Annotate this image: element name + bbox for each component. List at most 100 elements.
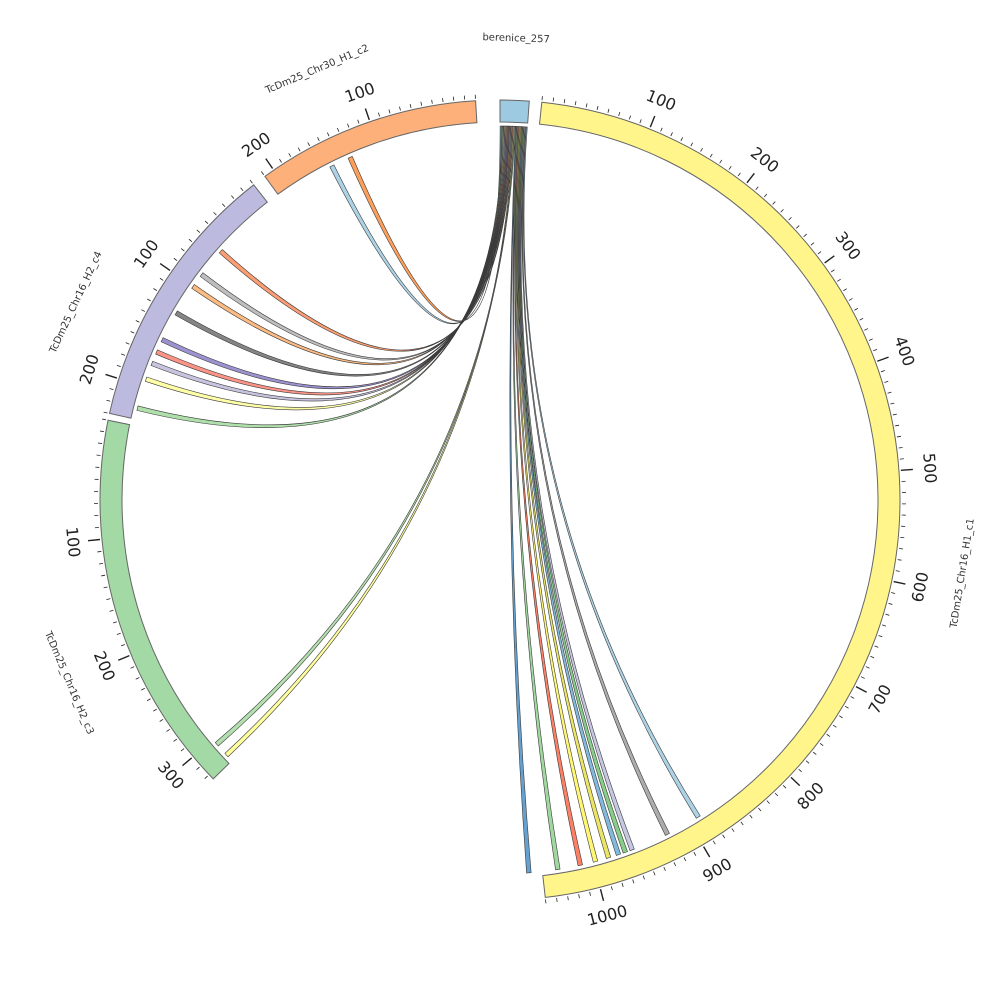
minor-tick [895,424,900,427]
minor-tick [719,159,723,164]
chord-link [516,126,612,859]
chord-link [522,126,701,819]
minor-tick [888,603,893,605]
axis-ticks [87,94,913,904]
minor-tick [890,402,895,405]
minor-tick [642,875,645,880]
chromosome-segments [99,99,901,898]
minor-tick [621,882,624,887]
minor-tick [805,760,810,764]
minor-tick [839,715,843,719]
minor-tick [125,342,130,345]
minor-tick [878,635,883,638]
minor-tick [130,331,135,334]
chord-link [199,125,513,361]
minor-tick [830,269,835,273]
minor-tick [817,251,822,255]
minor-tick [673,862,677,867]
minor-tick [347,123,350,128]
minor-tick [826,733,831,737]
minor-tick [610,886,613,891]
major-tick [87,538,101,542]
minor-tick [399,106,401,111]
minor-tick [632,879,635,884]
minor-tick [653,871,656,876]
minor-tick [895,570,900,572]
minor-tick [700,147,703,152]
segment-tcdm25-chr16-h2-c3 [99,419,230,780]
minor-tick [574,101,577,106]
minor-tick [887,391,892,394]
tick-label: 1000 [585,901,629,930]
minor-tick [180,748,185,752]
tick-label: 900 [699,854,735,886]
chord-link [519,126,635,852]
minor-tick [844,705,849,709]
major-tick [790,776,801,787]
minor-tick [378,112,380,117]
chord-link [136,125,504,428]
chord-link [521,126,670,836]
minor-tick [864,328,869,331]
major-tick [159,262,171,271]
minor-tick [153,288,158,291]
minor-tick [755,186,759,191]
minor-tick [870,655,875,659]
minor-tick [798,768,802,773]
major-tick [265,158,274,169]
minor-tick [731,828,735,832]
tick-label: 200 [90,648,119,684]
chord-link [518,126,628,854]
minor-tick [585,103,588,108]
segment-berenice-257 [499,99,530,124]
tick-label: 100 [130,236,163,272]
minor-tick [106,399,111,402]
major-tick [746,172,755,184]
minor-tick [112,621,118,624]
minor-tick [832,724,837,728]
minor-tick [109,388,114,391]
minor-tick [578,894,580,899]
minor-tick [97,551,102,553]
minor-tick [690,142,694,147]
minor-tick [166,728,171,732]
major-tick [118,654,130,661]
minor-tick [628,115,631,120]
tick-label: 300 [831,228,864,264]
major-tick [824,255,835,264]
minor-tick [213,211,217,216]
minor-tick [388,109,391,114]
segment-tcdm25-chr16-h1-c1 [538,101,901,898]
minor-tick [409,103,412,109]
minor-tick [874,645,879,648]
minor-tick [431,99,433,104]
minor-tick [749,814,753,819]
minor-tick [307,142,311,147]
chord-link [509,126,532,874]
minor-tick [680,137,684,142]
minor-tick [693,851,697,856]
minor-tick [567,896,569,901]
minor-tick [153,708,157,712]
minor-tick [683,857,687,862]
minor-tick [865,666,870,669]
minor-tick [120,644,126,647]
minor-tick [102,418,107,421]
minor-tick [109,609,114,612]
minor-tick [803,233,808,237]
chord-link [218,125,514,352]
minor-tick [204,220,209,225]
minor-tick [782,785,787,789]
minor-tick [896,435,902,438]
minor-tick [898,447,903,449]
minor-tick [737,172,741,177]
minor-tick [639,119,642,124]
segment-name-tcdm25-chr16-h2-c4: TcDm25_Chr16_H2_c4 [47,250,104,356]
minor-tick [618,111,621,117]
minor-tick [103,586,108,589]
minor-tick [279,158,282,163]
tick-label: 200 [747,143,783,177]
minor-tick [101,574,106,577]
minor-tick [231,195,235,199]
